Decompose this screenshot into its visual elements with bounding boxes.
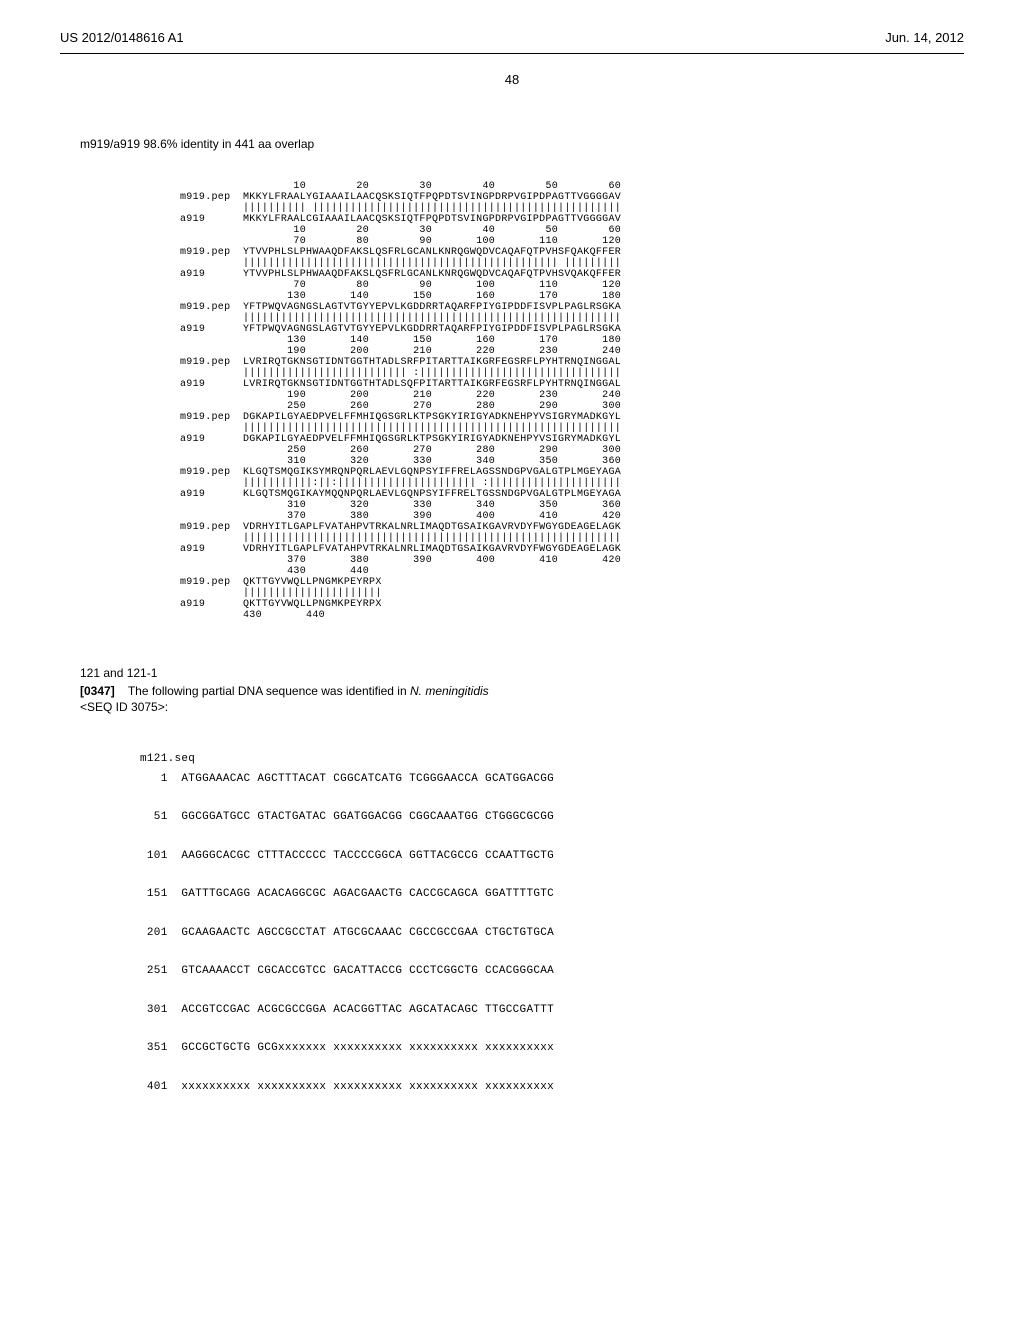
- page-number: 48: [60, 72, 964, 87]
- page-header: US 2012/0148616 A1 Jun. 14, 2012: [60, 30, 964, 45]
- body-paragraph: [0347] The following partial DNA sequenc…: [80, 683, 520, 715]
- section-heading: 121 and 121-1: [80, 666, 964, 680]
- organism-name: N. meningitidis: [410, 684, 489, 698]
- paragraph-text-1: The following partial DNA sequence was i…: [128, 684, 410, 698]
- paragraph-number: [0347]: [80, 684, 115, 698]
- sequence-alignment: 10 20 30 40 50 60 m919.pep MKKYLFRAALYGI…: [180, 181, 964, 621]
- paragraph-text-2: <SEQ ID 3075>:: [80, 700, 168, 714]
- identity-title: m919/a919 98.6% identity in 441 aa overl…: [80, 137, 964, 151]
- pub-date: Jun. 14, 2012: [885, 30, 964, 45]
- header-divider: [60, 53, 964, 54]
- pub-number: US 2012/0148616 A1: [60, 30, 184, 45]
- dna-sequence: m121.seq 1 ATGGAAACAC AGCTTTACAT CGGCATC…: [140, 750, 964, 1097]
